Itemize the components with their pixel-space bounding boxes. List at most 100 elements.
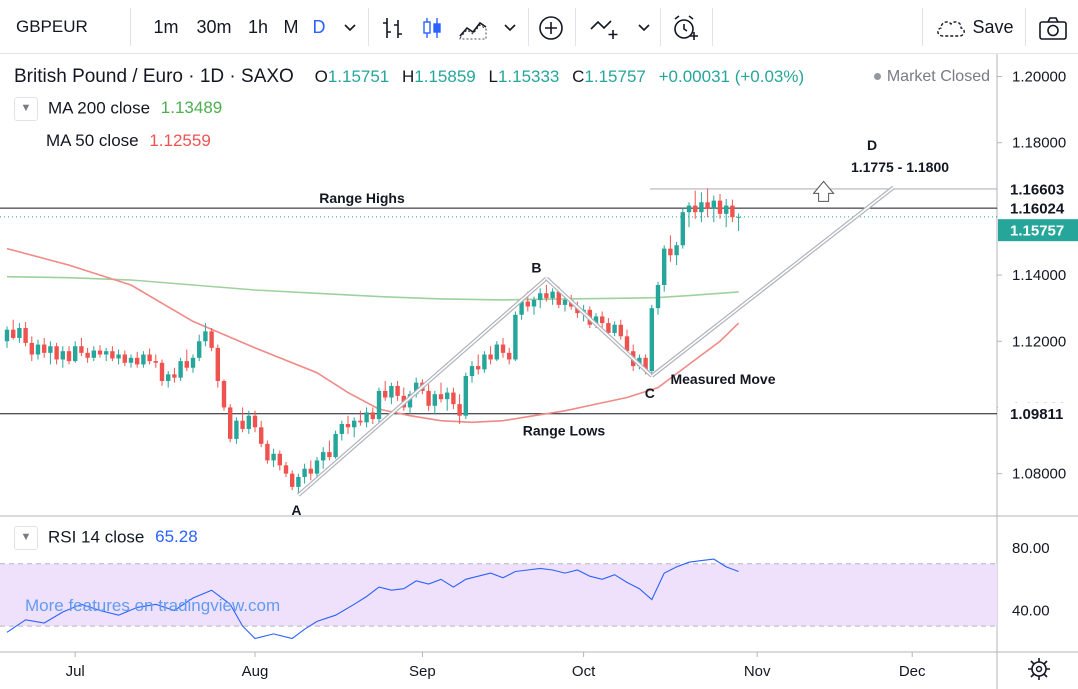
candle bbox=[556, 291, 561, 305]
interval-30m-button[interactable]: 30m bbox=[196, 17, 232, 37]
toolbar-divider bbox=[368, 8, 369, 46]
candle bbox=[97, 350, 103, 355]
resistance-price-label-bg bbox=[998, 177, 1078, 200]
candle bbox=[327, 452, 332, 458]
candle bbox=[662, 248, 667, 285]
low-value: 1.15333 bbox=[497, 67, 560, 86]
top-toolbar: GBPEUR 1m 30m 1h M D Save bbox=[0, 0, 1078, 54]
time-tick-label: Jul bbox=[66, 663, 85, 680]
save-button[interactable]: Save bbox=[972, 17, 1014, 37]
toolbar-divider bbox=[712, 8, 713, 46]
toolbar-divider bbox=[528, 8, 529, 46]
candle bbox=[395, 385, 400, 396]
camera-icon[interactable] bbox=[1034, 0, 1072, 54]
rsi-line bbox=[6, 558, 739, 640]
candle bbox=[141, 354, 146, 365]
candle bbox=[79, 346, 84, 353]
candle bbox=[166, 374, 171, 381]
candle bbox=[457, 404, 462, 416]
area-chart-icon[interactable] bbox=[454, 0, 492, 54]
candle bbox=[370, 412, 375, 420]
range-highs-label: Range Highs bbox=[319, 190, 405, 206]
price-tick-label: 1.18000 bbox=[1012, 135, 1066, 152]
candle bbox=[35, 344, 41, 355]
collapse-legend-icon[interactable]: ▼ bbox=[14, 97, 38, 121]
compare-dropdown-icon[interactable] bbox=[632, 0, 656, 54]
interval-1m-button[interactable]: 1m bbox=[153, 17, 179, 37]
rsi-value: 65.28 bbox=[155, 527, 198, 547]
time-tick-label: Oct bbox=[572, 663, 596, 680]
alert-clock-icon[interactable] bbox=[666, 0, 704, 54]
candle bbox=[699, 202, 704, 213]
time-tick-label: Nov bbox=[744, 663, 771, 680]
pattern-leg-bc-core bbox=[545, 277, 653, 377]
collapse-rsi-icon[interactable]: ▼ bbox=[14, 526, 38, 550]
candle bbox=[624, 336, 630, 352]
candle bbox=[246, 415, 251, 429]
candle bbox=[4, 329, 10, 342]
candle bbox=[519, 301, 524, 315]
candle bbox=[500, 344, 506, 353]
resistance-price-label: 1.16603 bbox=[1010, 181, 1064, 198]
candle bbox=[333, 433, 338, 458]
candle bbox=[376, 390, 382, 420]
point-b-label: B bbox=[531, 259, 541, 275]
candle bbox=[184, 361, 189, 368]
last-price-label-bg bbox=[998, 219, 1078, 242]
time-tick-label: Dec bbox=[899, 663, 926, 680]
candle bbox=[308, 468, 313, 474]
interval-day-button[interactable]: D bbox=[312, 17, 326, 37]
candle bbox=[476, 366, 481, 370]
candle bbox=[147, 354, 152, 362]
range-highs-price-label-bg bbox=[998, 197, 1078, 220]
target-range-label: 1.1775 - 1.1800 bbox=[851, 159, 949, 175]
candle bbox=[190, 357, 196, 368]
point-d-label: D bbox=[867, 137, 877, 153]
candle bbox=[42, 344, 47, 353]
candle bbox=[23, 328, 28, 343]
time-tick-label: Sep bbox=[409, 663, 436, 680]
ma200-value: 1.13489 bbox=[160, 98, 223, 118]
measured-move-label: Measured Move bbox=[670, 371, 775, 387]
candle bbox=[482, 354, 487, 370]
ma200-label[interactable]: MA 200 close bbox=[48, 98, 151, 118]
candle bbox=[686, 205, 692, 213]
indicators-plus-icon[interactable] bbox=[534, 0, 568, 54]
candle bbox=[544, 293, 549, 299]
ma50-label[interactable]: MA 50 close bbox=[46, 131, 139, 150]
candle bbox=[525, 301, 530, 307]
candle bbox=[469, 366, 475, 377]
candle bbox=[228, 407, 233, 439]
symbol-search-button[interactable]: GBPEUR bbox=[16, 17, 88, 36]
candle bbox=[60, 351, 65, 360]
candle bbox=[265, 443, 270, 461]
last-price-label: 1.15757 bbox=[1010, 223, 1064, 240]
rsi-label[interactable]: RSI 14 close bbox=[48, 527, 145, 547]
range-lows-price-label-bg bbox=[998, 402, 1078, 425]
candle bbox=[153, 361, 158, 363]
chart-type-dropdown-icon[interactable] bbox=[498, 0, 522, 54]
interval-1h-button[interactable]: 1h bbox=[247, 17, 269, 37]
candle bbox=[116, 354, 121, 359]
target-arrow-icon bbox=[812, 180, 835, 202]
candle bbox=[159, 362, 165, 381]
candle bbox=[17, 328, 22, 338]
interval-dropdown-icon[interactable] bbox=[338, 0, 362, 54]
candle bbox=[445, 392, 450, 400]
compare-icon[interactable] bbox=[585, 0, 627, 54]
candle bbox=[48, 346, 53, 353]
candle bbox=[352, 420, 357, 428]
promo-link[interactable]: More features on tradingview.com bbox=[25, 596, 281, 615]
candles-icon[interactable] bbox=[415, 0, 449, 54]
bars-icon[interactable] bbox=[376, 0, 410, 54]
instrument-title[interactable]: British Pound / Euro · 1D · SAXO bbox=[14, 66, 294, 87]
settings-gear-icon[interactable] bbox=[1028, 658, 1050, 680]
ma50-value: 1.12559 bbox=[149, 131, 211, 150]
candle bbox=[550, 291, 555, 299]
interval-month-button[interactable]: M bbox=[283, 17, 299, 37]
chart-legend: British Pound / Euro · 1D · SAXO O1.1575… bbox=[14, 66, 804, 88]
candle bbox=[649, 308, 654, 372]
price-tick-label: 1.08000 bbox=[1012, 466, 1066, 483]
range-lows-label: Range Lows bbox=[523, 423, 606, 439]
